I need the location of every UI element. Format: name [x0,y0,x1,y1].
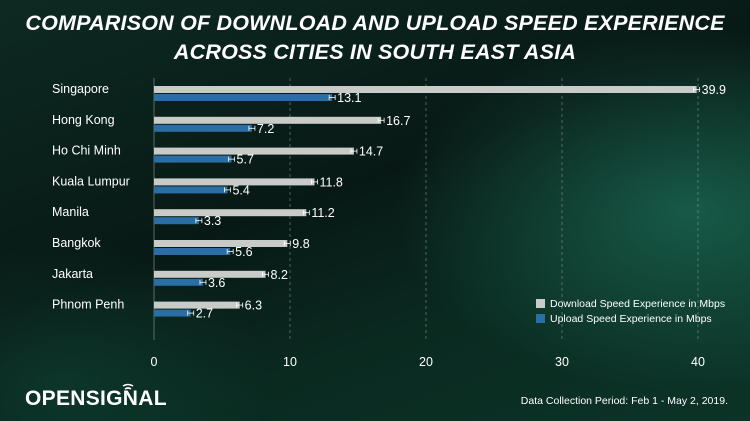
chart-title-line-1: COMPARISON OF DOWNLOAD AND UPLOAD SPEED … [25,11,725,35]
x-tick-label-20: 20 [419,355,433,369]
legend-swatch-upload [536,314,545,323]
download-bar-phnom-penh [154,301,240,309]
upload-bar-manila [154,217,199,225]
legend: Download Speed Experience in Mbps Upload… [536,296,725,326]
data-collection-period: Data Collection Period: Feb 1 - May 2, 2… [520,395,728,407]
legend-label-download: Download Speed Experience in Mbps [550,297,726,310]
upload-value-label-bangkok: 5.6 [235,245,252,259]
upload-value-label-hong-kong: 7.2 [257,122,274,136]
download-bar-manila [154,209,307,217]
upload-bar-jakarta [154,278,203,286]
download-value-label-phnom-penh: 6.3 [245,299,262,313]
x-tick-label-30: 30 [555,355,569,369]
download-bar-kuala-lumpur [154,178,315,186]
download-bar-hong-kong [154,116,382,124]
category-label-kuala-lumpur: Kuala Lumpur [52,174,130,188]
upload-bar-kuala-lumpur [154,186,228,194]
chart-title-line-2: ACROSS CITIES IN SOUTH EAST ASIA [173,40,577,64]
upload-bar-phnom-penh [154,309,191,317]
x-tick-label-40: 40 [691,355,705,369]
upload-bar-hong-kong [154,124,252,132]
category-label-phnom-penh: Phnom Penh [52,298,124,312]
signal-wave-icon [122,383,134,390]
download-bar-jakarta [154,270,266,278]
opensignal-logo: OPENSIGNAL [25,383,175,411]
x-tick-label-0: 0 [151,355,158,369]
category-label-singapore: Singapore [52,82,109,96]
download-bar-singapore [154,86,697,93]
upload-bar-bangkok [154,248,231,255]
download-value-label-singapore: 39.9 [702,83,726,97]
legend-item-upload: Upload Speed Experience in Mbps [536,311,725,326]
x-tick-label-10: 10 [283,355,297,369]
category-label-bangkok: Bangkok [52,236,101,250]
category-label-ho-chi-minh: Ho Chi Minh [52,144,121,158]
legend-item-download: Download Speed Experience in Mbps [536,296,725,311]
upload-bar-ho-chi-minh [154,155,232,163]
category-label-jakarta: Jakarta [52,267,93,281]
legend-label-upload: Upload Speed Experience in Mbps [550,312,712,325]
upload-value-label-singapore: 13.1 [337,91,361,105]
upload-value-label-kuala-lumpur: 5.4 [232,183,249,197]
download-bar-ho-chi-minh [154,147,354,155]
logo-text: OPENSIGNAL [25,387,167,410]
category-label-hong-kong: Hong Kong [52,113,115,127]
legend-swatch-download [536,299,545,308]
upload-value-label-ho-chi-minh: 5.7 [237,153,254,167]
category-label-manila: Manila [52,205,89,219]
download-value-label-ho-chi-minh: 14.7 [359,145,383,159]
download-value-label-jakarta: 8.2 [271,268,288,282]
download-value-label-hong-kong: 16.7 [386,114,410,128]
upload-value-label-manila: 3.3 [204,214,221,228]
download-value-label-kuala-lumpur: 11.8 [319,175,342,189]
download-value-label-manila: 11.2 [311,206,334,220]
download-bar-bangkok [154,240,288,247]
download-value-label-bangkok: 9.8 [292,237,309,251]
upload-bar-singapore [154,94,333,101]
upload-value-label-phnom-penh: 2.7 [196,307,213,321]
upload-value-label-jakarta: 3.6 [208,276,225,290]
